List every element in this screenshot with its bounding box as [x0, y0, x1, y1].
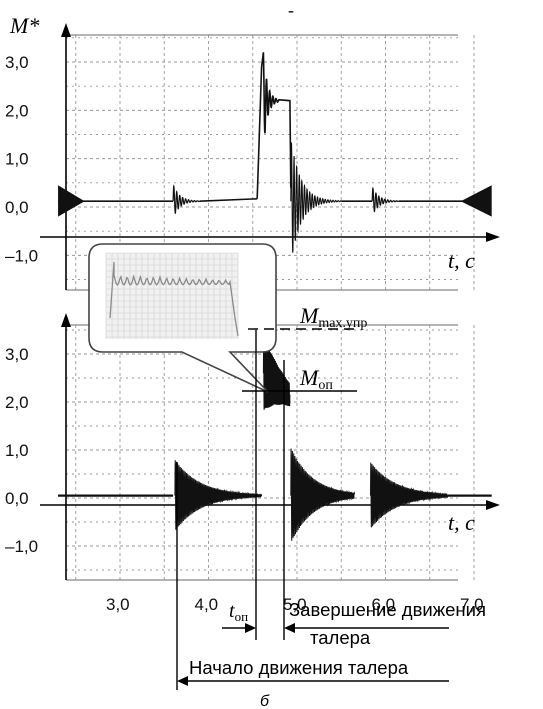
y-tick-label-a: 2,0	[5, 101, 29, 120]
signal-panel-a	[58, 52, 492, 253]
grid-panel-b	[66, 324, 475, 581]
top-mark: -	[288, 0, 294, 20]
x-tick-label: 5,0	[283, 595, 307, 614]
y-tick-label-a: 3,0	[5, 53, 29, 72]
zoom-callout	[88, 243, 277, 393]
end-label-line2: талера	[310, 627, 371, 648]
axes	[40, 23, 500, 580]
y-tick-label-b: 2,0	[5, 393, 29, 412]
tick-labels: 3,0 2,0 1,0 0,0 –1,0 3,0 2,0 1,0 0,0 –1,0 3,0 4,0 5,…	[5, 53, 484, 614]
x-axis-arrow-a	[486, 232, 500, 242]
inset-waveform	[109, 261, 239, 337]
t-op-arrow-left-head	[245, 623, 256, 633]
signal-panel-b	[58, 335, 492, 541]
y-tick-label-a: 0,0	[5, 198, 29, 217]
y-tick-label-b: 1,0	[5, 441, 29, 460]
series-b-burst-3	[370, 462, 448, 528]
end-label-line1: Завершение движения	[289, 599, 486, 620]
x-axis-arrow-b	[486, 500, 500, 510]
panel-label-b: б	[260, 693, 270, 709]
start-arrow-head	[177, 676, 188, 686]
y-tick-label-b: –1,0	[5, 537, 38, 556]
series-b-burst-2	[290, 448, 355, 541]
series-b-burst-1	[174, 460, 263, 530]
m-op-label: Mоп	[299, 365, 333, 393]
t-op-label: tоп	[229, 600, 248, 624]
series-a-burst-3	[371, 186, 400, 213]
y-tick-label-a: 1,0	[5, 150, 29, 169]
y-axis-arrow-a	[61, 23, 71, 37]
y-tick-label-b: 3,0	[5, 345, 29, 364]
series-a-burst-2	[290, 142, 342, 253]
series-a-end-wedge	[460, 185, 492, 217]
series-line-a-peak	[256, 52, 292, 199]
x-tick-label: 6,0	[372, 595, 396, 614]
x-tick-label: 7,0	[460, 595, 484, 614]
start-label: Начало движения талера	[189, 657, 409, 678]
x-axis-label-a: t, с	[448, 248, 475, 273]
y-axis-label-a: M*	[9, 13, 39, 38]
y-axis-arrow-b	[61, 313, 71, 327]
y-tick-label-a: –1,0	[5, 246, 38, 265]
signal-curves	[58, 52, 492, 541]
series-a-start-wedge	[58, 185, 85, 217]
end-arrow-head	[284, 623, 295, 633]
m-max-label: Mmax.упр	[299, 303, 367, 331]
x-tick-label: 4,0	[195, 595, 219, 614]
series-line-a-mid	[199, 197, 258, 202]
x-tick-label: 3,0	[106, 595, 130, 614]
x-axis-label-b: t, с	[448, 510, 475, 535]
y-tick-label-b: 0,0	[5, 489, 29, 508]
series-a-burst-1	[172, 184, 201, 215]
